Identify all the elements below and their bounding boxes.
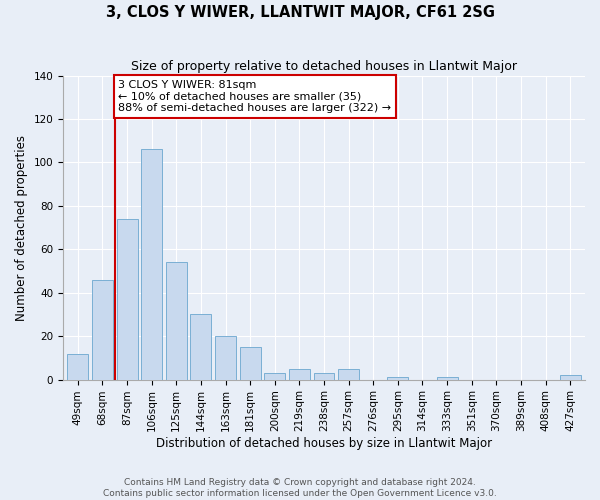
Bar — [560, 376, 581, 380]
Bar — [265, 373, 285, 380]
Title: Size of property relative to detached houses in Llantwit Major: Size of property relative to detached ho… — [131, 60, 517, 73]
Bar — [116, 219, 137, 380]
Bar — [239, 347, 260, 380]
Bar — [215, 336, 236, 380]
Bar — [92, 280, 113, 380]
Bar — [190, 314, 211, 380]
Bar — [289, 368, 310, 380]
Bar — [437, 378, 458, 380]
Bar — [166, 262, 187, 380]
Text: Contains HM Land Registry data © Crown copyright and database right 2024.
Contai: Contains HM Land Registry data © Crown c… — [103, 478, 497, 498]
Bar — [67, 354, 88, 380]
X-axis label: Distribution of detached houses by size in Llantwit Major: Distribution of detached houses by size … — [156, 437, 492, 450]
Text: 3 CLOS Y WIWER: 81sqm
← 10% of detached houses are smaller (35)
88% of semi-deta: 3 CLOS Y WIWER: 81sqm ← 10% of detached … — [118, 80, 392, 113]
Bar — [388, 378, 409, 380]
Bar — [141, 150, 162, 380]
Bar — [314, 373, 334, 380]
Y-axis label: Number of detached properties: Number of detached properties — [15, 134, 28, 320]
Bar — [338, 368, 359, 380]
Text: 3, CLOS Y WIWER, LLANTWIT MAJOR, CF61 2SG: 3, CLOS Y WIWER, LLANTWIT MAJOR, CF61 2S… — [106, 5, 494, 20]
